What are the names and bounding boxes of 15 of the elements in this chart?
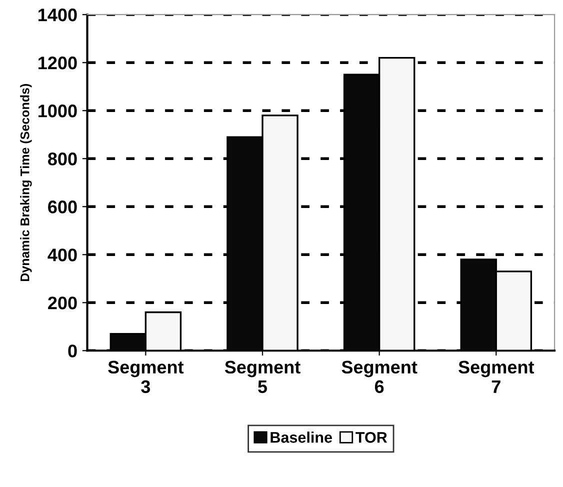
y-tick-label: 600 (48, 200, 77, 214)
x-tick-label: Segment 7 (458, 360, 534, 393)
y-tick-label: 1000 (38, 104, 77, 118)
y-tick-label: 800 (48, 152, 77, 166)
y-tick-label: 0 (68, 344, 77, 358)
y-tick-label: 1200 (38, 56, 77, 70)
x-tick-label: Segment 3 (108, 360, 184, 394)
legend-label: Baseline (270, 432, 332, 443)
y-axis-title: Dynamic Braking Time (Seconds) (20, 84, 32, 282)
legend-label: TOR (356, 432, 388, 443)
y-tick-label: 400 (48, 248, 77, 262)
y-tick-label: 1400 (38, 8, 77, 22)
y-tick-label: 200 (48, 296, 77, 310)
x-tick-label: Segment 5 (224, 360, 300, 394)
x-tick-label: Segment 6 (342, 360, 418, 394)
